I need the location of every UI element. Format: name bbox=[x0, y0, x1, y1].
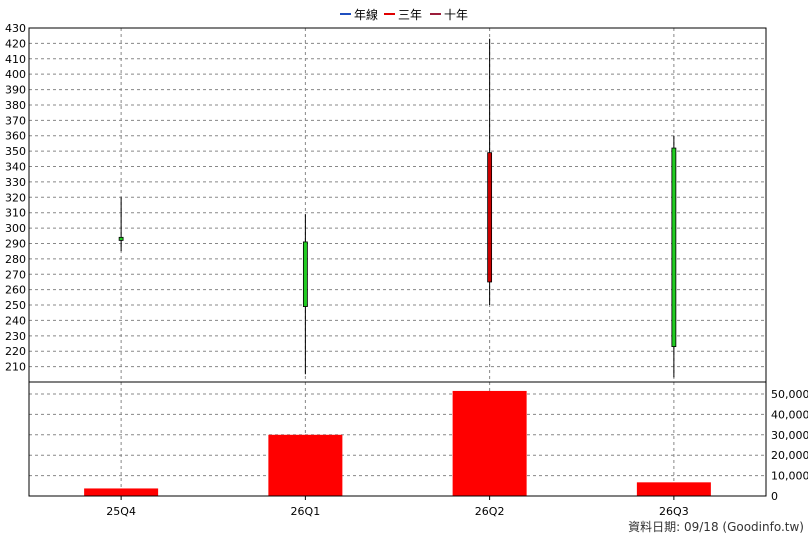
x-tick-label: 26Q3 bbox=[659, 505, 689, 518]
price-tick-label: 290 bbox=[5, 237, 26, 250]
price-tick-label: 260 bbox=[5, 284, 26, 297]
price-tick-label: 250 bbox=[5, 299, 26, 312]
x-axis-ticks: 25Q4 26Q1 26Q2 26Q3 bbox=[106, 496, 689, 518]
price-tick-label: 390 bbox=[5, 84, 26, 97]
price-tick-label: 320 bbox=[5, 191, 26, 204]
price-tick-label: 350 bbox=[5, 145, 26, 158]
price-tick-label: 370 bbox=[5, 114, 26, 127]
price-tick-label: 400 bbox=[5, 68, 26, 81]
price-tick-label: 430 bbox=[5, 22, 26, 35]
volume-tick-label: 30,000 bbox=[771, 429, 808, 442]
price-tick-label: 230 bbox=[5, 330, 26, 343]
legend-item-1: 年線 bbox=[340, 7, 378, 22]
price-tick-label: 270 bbox=[5, 268, 26, 281]
price-tick-label: 410 bbox=[5, 53, 26, 66]
price-tick-label: 280 bbox=[5, 253, 26, 266]
price-tick-label: 210 bbox=[5, 361, 26, 374]
price-tick-label: 360 bbox=[5, 130, 26, 143]
candle-body bbox=[487, 152, 493, 283]
legend-item-3: 十年 bbox=[430, 8, 468, 22]
legend-label-2: 三年 bbox=[398, 8, 422, 22]
price-tick-label: 220 bbox=[5, 345, 26, 358]
x-tick-label: 26Q1 bbox=[291, 505, 321, 518]
price-tick-label: 380 bbox=[5, 99, 26, 112]
price-tick-label: 340 bbox=[5, 161, 26, 174]
legend-label-3: 十年 bbox=[444, 8, 468, 22]
price-tick-label: 330 bbox=[5, 176, 26, 189]
volume-tick-label: 0 bbox=[771, 490, 778, 503]
volume-tick-label: 10,000 bbox=[771, 470, 808, 483]
volume-bar bbox=[84, 488, 159, 496]
legend-item-2: 三年 bbox=[384, 8, 422, 22]
volume-axis-ticks: 0 10,000 20,000 30,000 40,000 50,000 bbox=[771, 388, 808, 503]
volume-grid bbox=[29, 393, 766, 477]
price-grid bbox=[29, 27, 766, 496]
price-tick-label: 240 bbox=[5, 314, 26, 327]
volume-bar bbox=[636, 482, 711, 496]
legend-label-1: 年線 bbox=[354, 7, 378, 22]
volume-tick-label: 50,000 bbox=[771, 388, 808, 401]
volume-bars bbox=[84, 390, 711, 496]
candle-body bbox=[118, 236, 124, 241]
volume-tick-label: 20,000 bbox=[771, 449, 808, 462]
price-tick-label: 310 bbox=[5, 207, 26, 220]
x-tick-label: 26Q2 bbox=[475, 505, 505, 518]
candles bbox=[118, 38, 677, 378]
price-tick-label: 420 bbox=[5, 37, 26, 50]
price-panel-frame bbox=[28, 27, 767, 383]
volume-panel-frame bbox=[28, 381, 767, 497]
footer-source: 資料日期: 09/18 (Goodinfo.tw) bbox=[628, 520, 804, 534]
volume-bar bbox=[268, 434, 343, 496]
x-tick-label: 25Q4 bbox=[106, 505, 136, 518]
candle-body bbox=[302, 241, 308, 307]
volume-bar bbox=[452, 390, 527, 496]
volume-tick-label: 40,000 bbox=[771, 408, 808, 421]
price-tick-label: 300 bbox=[5, 222, 26, 235]
price-axis-ticks: 210 220 230 240 250 260 270 280 290 300 310 320 330 3… bbox=[5, 22, 26, 374]
candle-body bbox=[671, 147, 677, 347]
legend: 年線 三年 十年 bbox=[340, 7, 468, 22]
